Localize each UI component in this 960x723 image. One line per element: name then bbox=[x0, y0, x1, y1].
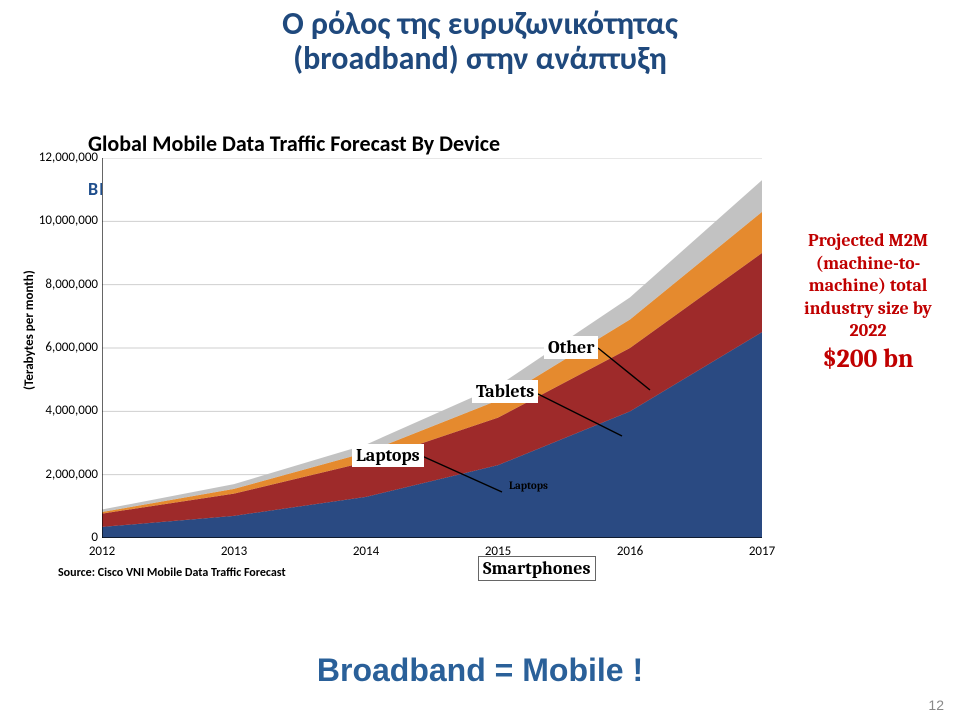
y-tick-label: 8,000,000 bbox=[22, 277, 98, 292]
y-tick-label: 2,000,000 bbox=[22, 467, 98, 482]
title-line-2: (broadband) στην ανάπτυξη bbox=[0, 41, 960, 76]
side-note-line: (machine-to- bbox=[788, 253, 948, 276]
y-tick-label: 0 bbox=[22, 530, 98, 545]
x-tick-label: 2013 bbox=[221, 544, 247, 559]
x-tick-label: 2014 bbox=[353, 544, 379, 559]
x-tick-label: 2017 bbox=[749, 544, 775, 559]
footer-headline: Broadband = Mobile ! bbox=[0, 652, 960, 689]
callout-laptops: Laptops bbox=[352, 444, 424, 467]
side-note-line: 2022 bbox=[788, 320, 948, 343]
plot bbox=[102, 158, 762, 538]
chart-area: Global Mobile Data Traffic Forecast By D… bbox=[20, 130, 780, 610]
side-note-value: $200 bn bbox=[788, 343, 948, 376]
x-tick-label: 2016 bbox=[617, 544, 643, 559]
y-tick-label: 12,000,000 bbox=[22, 150, 98, 165]
callout-smartphones: Smartphones bbox=[478, 556, 596, 581]
side-note-line: Projected M2M bbox=[788, 230, 948, 253]
side-note-line: industry size by bbox=[788, 298, 948, 321]
title-line-1: Ο ρόλος της ευρυζωνικότητας bbox=[0, 6, 960, 41]
source-text: Source: Cisco VNI Mobile Data Traffic Fo… bbox=[58, 566, 286, 580]
x-tick-label: 2012 bbox=[89, 544, 115, 559]
callout-other: Other bbox=[544, 336, 598, 359]
callout-tablets: Tablets bbox=[472, 380, 538, 403]
side-note: Projected M2M(machine-to-machine) totali… bbox=[788, 230, 948, 375]
y-tick-label: 4,000,000 bbox=[22, 403, 98, 418]
page-title: Ο ρόλος της ευρυζωνικότητας (broadband) … bbox=[0, 6, 960, 76]
y-tick-label: 10,000,000 bbox=[22, 213, 98, 228]
chart-title: Global Mobile Data Traffic Forecast By D… bbox=[88, 130, 500, 157]
page-root: Ο ρόλος της ευρυζωνικότητας (broadband) … bbox=[0, 0, 960, 723]
y-tick-label: 6,000,000 bbox=[22, 340, 98, 355]
page-number: 12 bbox=[928, 697, 944, 713]
callout-laptops-small: Laptops bbox=[506, 478, 551, 493]
side-note-line: machine) total bbox=[788, 275, 948, 298]
